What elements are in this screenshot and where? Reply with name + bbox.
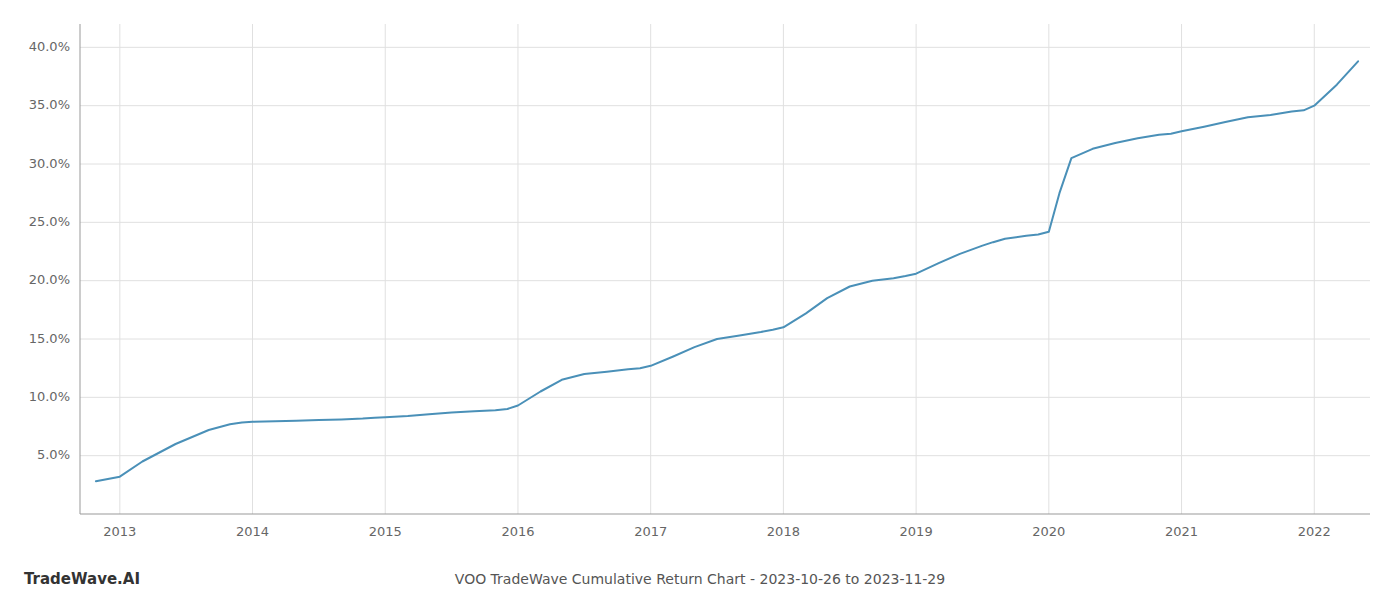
title: VOO TradeWave Cumulative Return Chart - …	[455, 571, 945, 587]
x-tick-label: 2021	[1165, 524, 1198, 539]
y-tick-label: 20.0%	[29, 272, 70, 287]
y-grid-line	[80, 164, 1370, 165]
x-axis-line	[80, 514, 1370, 515]
x-grid-line	[783, 24, 784, 514]
watermark: TradeWave.AI	[24, 570, 140, 588]
x-grid-line	[385, 24, 386, 514]
x-tick-label: 2014	[236, 524, 269, 539]
x-grid-line	[1181, 24, 1182, 514]
x-tick-label: 2015	[369, 524, 402, 539]
x-tick-label: 2018	[767, 524, 800, 539]
y-tick-label: 25.0%	[29, 214, 70, 229]
y-grid-line	[80, 222, 1370, 223]
background	[0, 0, 1400, 600]
plot-area	[96, 61, 1358, 481]
y-grid-line	[80, 47, 1370, 48]
x-grid-line	[916, 24, 917, 514]
y-tick-label: 10.0%	[29, 389, 70, 404]
y-tick-label: 5.0%	[37, 447, 70, 462]
chart: 5.0% 10.0% 15.0% 20.0% 25.0% 30.0% 35.0% 40.0% 2…	[0, 0, 1400, 600]
data-line	[96, 61, 1358, 481]
y-grid-line	[80, 105, 1370, 106]
y-grid-line	[80, 280, 1370, 281]
x-tick-label: 2022	[1298, 524, 1331, 539]
x-tick-label: 2020	[1032, 524, 1065, 539]
x-grid-line	[517, 24, 518, 514]
x-grid-line	[1314, 24, 1315, 514]
y-tick-label: 30.0%	[29, 156, 70, 171]
y-grid-line	[80, 397, 1370, 398]
x-tick-label: 2016	[501, 524, 534, 539]
y-tick-label: 15.0%	[29, 331, 70, 346]
x-tick-label: 2019	[900, 524, 933, 539]
x-grid-line	[252, 24, 253, 514]
page: {"chart_data": { "type": "line", "title"…	[0, 0, 1400, 600]
y-axis-line	[80, 24, 81, 514]
tick-labels: 5.0% 10.0% 15.0% 20.0% 25.0% 30.0% 35.0% 40.0% 2…	[29, 39, 1331, 539]
x-grid-line	[650, 24, 651, 514]
x-tick-label: 2013	[103, 524, 136, 539]
x-tick-label: 2017	[634, 524, 667, 539]
y-grid-line	[80, 455, 1370, 456]
x-grid-line	[1048, 24, 1049, 514]
y-tick-label: 35.0%	[29, 97, 70, 112]
x-grid-line	[119, 24, 120, 514]
y-tick-label: 40.0%	[29, 39, 70, 54]
grid	[80, 24, 1370, 514]
